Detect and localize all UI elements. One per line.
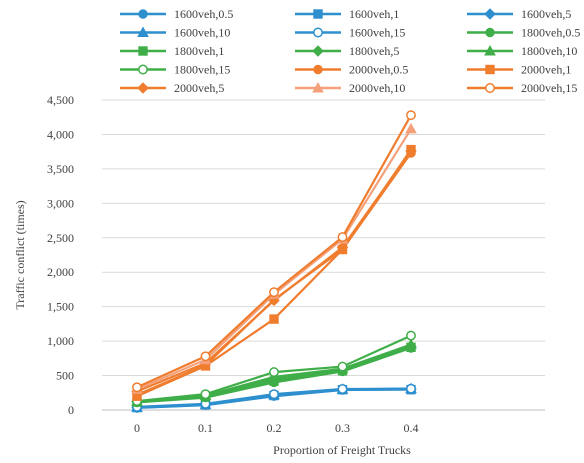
legend-item: 2000veh,1: [467, 63, 571, 77]
plot-area: [131, 110, 417, 414]
x-tick-label: 0.1: [198, 421, 213, 435]
legend-item: 1600veh,15: [295, 26, 405, 40]
y-tick-label: 3,500: [47, 162, 74, 176]
legend-swatch-marker: [485, 83, 495, 93]
legend-swatch-marker: [484, 8, 496, 20]
y-tick-label: 4,500: [47, 93, 74, 107]
legend-swatch-marker: [312, 45, 324, 57]
y-tick-label: 2,000: [47, 265, 74, 279]
x-tick-label: 0.2: [267, 421, 282, 435]
data-point: [406, 383, 416, 394]
series-line: [136, 114, 412, 389]
data-point: [337, 361, 348, 372]
data-point: [406, 330, 416, 341]
data-point: [337, 232, 348, 243]
gridlines: [102, 99, 545, 377]
legend-label: 2000veh,15: [521, 81, 577, 95]
legend-label: 1600veh,10: [174, 26, 230, 40]
legend-item: 1800veh,10: [467, 44, 577, 58]
legend-label: 1800veh,10: [521, 44, 577, 58]
legend-item: 2000veh,10: [295, 81, 405, 95]
y-tick-label: 1,500: [47, 300, 74, 314]
data-point: [269, 314, 279, 324]
data-point: [269, 287, 279, 298]
x-tick-label: 0: [134, 421, 140, 435]
data-point: [336, 241, 349, 254]
legend-label: 2000veh,1: [521, 63, 571, 77]
legend-item: 1600veh,0.5: [120, 7, 233, 21]
legend-swatch-marker: [138, 64, 148, 75]
legend-item: 1600veh,5: [467, 7, 571, 21]
legend-swatch-marker: [313, 27, 323, 38]
y-tick-label: 1,000: [47, 334, 74, 348]
axes: 0 500 1,000 1,500 2,000 2,500 3,000 3,500 4,000 4…: [47, 93, 545, 435]
series-line: [136, 128, 412, 391]
legend-swatch-marker: [313, 64, 323, 75]
legend-item: 2000veh,0.5: [295, 63, 408, 77]
legend-label: 1800veh,15: [174, 63, 230, 77]
legend-swatch-marker: [138, 46, 148, 56]
series-2000veh-15: [132, 110, 416, 393]
legend: 1600veh,0.5 1600veh,1 1600veh,5 1600veh,10 1…: [120, 7, 580, 95]
legend-label: 2000veh,5: [174, 81, 224, 95]
legend-swatch-marker: [137, 82, 149, 94]
data-point: [405, 338, 417, 350]
legend-item: 1600veh,10: [120, 26, 230, 40]
legend-swatch-marker: [313, 9, 323, 19]
legend-item: 1800veh,0.5: [467, 26, 580, 40]
data-point: [337, 384, 348, 394]
legend-label: 2000veh,0.5: [349, 63, 408, 77]
legend-label: 1600veh,5: [521, 7, 571, 21]
y-tick-label: 0: [68, 403, 74, 417]
data-point: [132, 382, 142, 393]
data-point: [406, 110, 416, 121]
x-tick-label: 0.4: [404, 421, 419, 435]
legend-swatch-marker: [138, 9, 148, 19]
legend-label: 1600veh,0.5: [174, 7, 233, 21]
y-axis-title: Traffic conflict (times): [13, 200, 27, 309]
legend-swatch-marker: [312, 81, 324, 93]
legend-item: 2000veh,5: [120, 81, 224, 95]
y-tick-label: 2,500: [47, 231, 74, 245]
legend-label: 1600veh,1: [349, 7, 399, 21]
legend-label: 1800veh,1: [174, 44, 224, 58]
legend-item: 1800veh,1: [120, 44, 224, 58]
legend-label: 2000veh,10: [349, 81, 405, 95]
series-1800veh-15: [132, 330, 416, 406]
data-point: [269, 367, 279, 378]
legend-swatch-marker: [484, 44, 496, 56]
y-tick-label: 3,000: [47, 196, 74, 210]
y-tick-label: 4,000: [47, 127, 74, 141]
legend-label: 1800veh,5: [349, 44, 399, 58]
y-tick-label: 500: [56, 369, 74, 383]
legend-label: 1600veh,15: [349, 26, 405, 40]
data-point: [405, 145, 417, 157]
data-point: [200, 389, 211, 400]
x-axis-title: Proportion of Freight Trucks: [273, 443, 411, 457]
legend-swatch-marker: [485, 27, 495, 38]
data-point: [200, 351, 211, 362]
legend-item: 1800veh,5: [295, 44, 399, 58]
data-point: [269, 389, 279, 400]
legend-item: 1800veh,15: [120, 63, 230, 77]
legend-swatch-marker: [485, 64, 495, 75]
data-point: [405, 122, 417, 134]
legend-item: 2000veh,15: [467, 81, 577, 95]
legend-swatch-marker: [137, 26, 149, 37]
legend-label: 1800veh,0.5: [521, 26, 580, 40]
legend-item: 1600veh,1: [295, 7, 399, 21]
x-tick-label: 0.3: [335, 421, 350, 435]
